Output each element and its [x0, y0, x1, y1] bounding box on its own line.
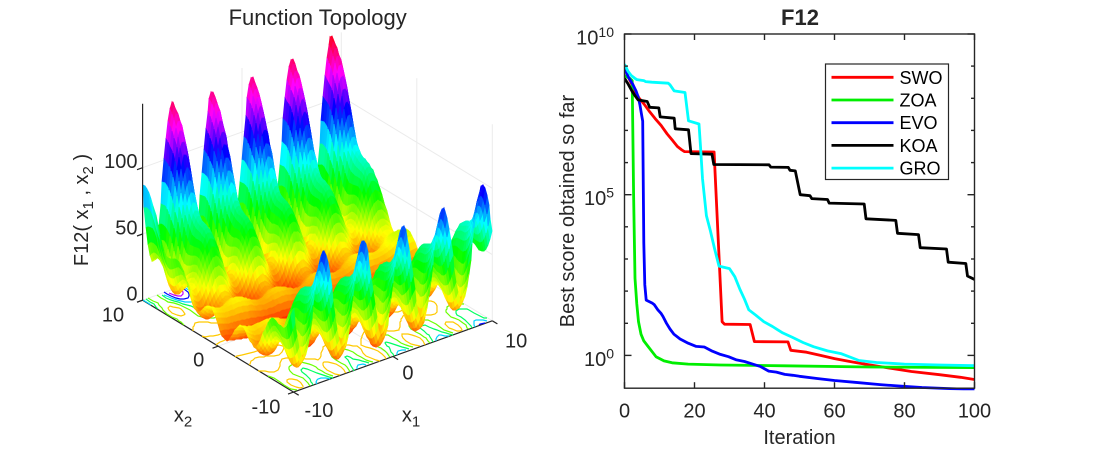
svg-text:80: 80: [893, 401, 915, 423]
svg-text:x2: x2: [174, 405, 192, 431]
svg-text:0: 0: [126, 284, 137, 306]
svg-text:10: 10: [102, 305, 124, 327]
svg-text:Function Topology: Function Topology: [229, 5, 407, 30]
svg-text:1010: 1010: [576, 24, 614, 50]
svg-text:50: 50: [115, 217, 137, 239]
svg-text:100: 100: [584, 345, 614, 371]
svg-text:ZOA: ZOA: [900, 91, 937, 111]
svg-text:EVO: EVO: [900, 113, 938, 133]
svg-text:0: 0: [619, 401, 630, 423]
svg-text:100: 100: [104, 151, 137, 173]
svg-text:0: 0: [193, 350, 204, 372]
svg-text:KOA: KOA: [900, 136, 938, 156]
svg-text:40: 40: [753, 401, 775, 423]
svg-text:Best score obtained so far: Best score obtained so far: [557, 94, 579, 327]
svg-text:100: 100: [958, 401, 991, 423]
svg-text:60: 60: [823, 401, 845, 423]
svg-text:SWO: SWO: [900, 68, 943, 88]
svg-text:0: 0: [402, 362, 413, 384]
svg-text:Iteration: Iteration: [763, 427, 835, 449]
svg-text:x1: x1: [402, 405, 420, 431]
svg-text:GRO: GRO: [900, 159, 941, 179]
svg-text:F12( x1 , x2 ): F12( x1 , x2 ): [71, 154, 97, 266]
svg-text:-10: -10: [251, 396, 280, 418]
svg-text:105: 105: [584, 185, 614, 211]
svg-text:20: 20: [683, 401, 705, 423]
svg-text:F12: F12: [781, 5, 819, 30]
svg-text:10: 10: [505, 331, 527, 353]
svg-text:-10: -10: [304, 400, 333, 422]
